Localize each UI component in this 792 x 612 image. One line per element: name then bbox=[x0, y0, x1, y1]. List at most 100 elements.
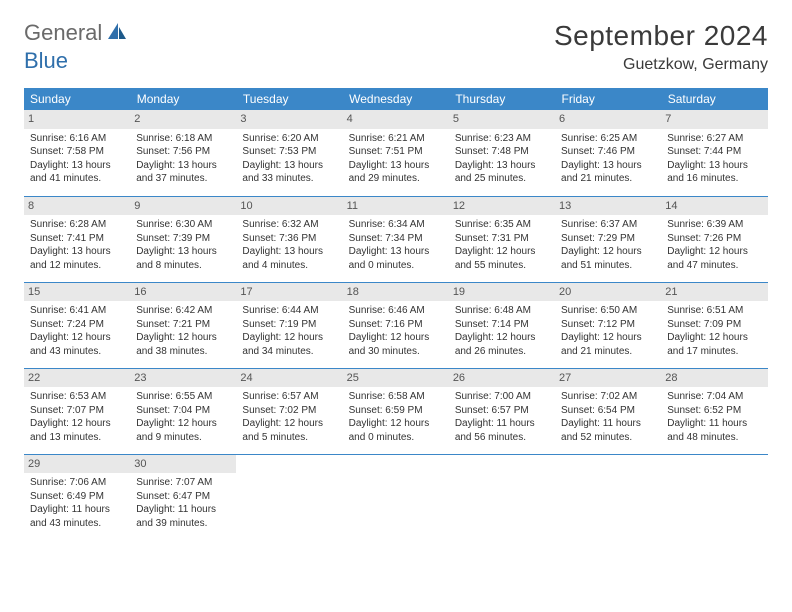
day-cell bbox=[555, 454, 661, 540]
day-number: 17 bbox=[236, 283, 342, 302]
col-thursday: Thursday bbox=[449, 88, 555, 110]
day-cell: 2Sunrise: 6:18 AMSunset: 7:56 PMDaylight… bbox=[130, 110, 236, 196]
sunset-text: Sunset: 7:48 PM bbox=[455, 145, 549, 159]
sunrise-text: Sunrise: 6:48 AM bbox=[455, 304, 549, 318]
week-row: 1Sunrise: 6:16 AMSunset: 7:58 PMDaylight… bbox=[24, 110, 768, 196]
sunset-text: Sunset: 7:36 PM bbox=[242, 232, 336, 246]
day-number: 13 bbox=[555, 197, 661, 216]
logo-sub: Blue bbox=[24, 48, 68, 74]
day-cell: 3Sunrise: 6:20 AMSunset: 7:53 PMDaylight… bbox=[236, 110, 342, 196]
sunrise-text: Sunrise: 6:57 AM bbox=[242, 390, 336, 404]
daylight-text: Daylight: 11 hours and 39 minutes. bbox=[136, 503, 230, 530]
day-cell: 7Sunrise: 6:27 AMSunset: 7:44 PMDaylight… bbox=[661, 110, 767, 196]
day-cell: 18Sunrise: 6:46 AMSunset: 7:16 PMDayligh… bbox=[343, 282, 449, 368]
day-number: 7 bbox=[661, 110, 767, 129]
sunrise-text: Sunrise: 6:35 AM bbox=[455, 218, 549, 232]
logo-sail-icon bbox=[106, 21, 128, 46]
title-block: September 2024 Guetzkow, Germany bbox=[554, 20, 768, 74]
sunset-text: Sunset: 7:26 PM bbox=[667, 232, 761, 246]
sunrise-text: Sunrise: 7:06 AM bbox=[30, 476, 124, 490]
calendar-table: Sunday Monday Tuesday Wednesday Thursday… bbox=[24, 88, 768, 540]
day-number: 12 bbox=[449, 197, 555, 216]
day-number: 28 bbox=[661, 369, 767, 388]
daylight-text: Daylight: 12 hours and 34 minutes. bbox=[242, 331, 336, 358]
day-number: 1 bbox=[24, 110, 130, 129]
daylight-text: Daylight: 12 hours and 13 minutes. bbox=[30, 417, 124, 444]
sunrise-text: Sunrise: 6:23 AM bbox=[455, 132, 549, 146]
weekday-header-row: Sunday Monday Tuesday Wednesday Thursday… bbox=[24, 88, 768, 110]
day-cell: 30Sunrise: 7:07 AMSunset: 6:47 PMDayligh… bbox=[130, 454, 236, 540]
sunset-text: Sunset: 7:58 PM bbox=[30, 145, 124, 159]
sunset-text: Sunset: 7:39 PM bbox=[136, 232, 230, 246]
daylight-text: Daylight: 13 hours and 16 minutes. bbox=[667, 159, 761, 186]
day-cell: 15Sunrise: 6:41 AMSunset: 7:24 PMDayligh… bbox=[24, 282, 130, 368]
day-cell: 16Sunrise: 6:42 AMSunset: 7:21 PMDayligh… bbox=[130, 282, 236, 368]
daylight-text: Daylight: 13 hours and 29 minutes. bbox=[349, 159, 443, 186]
day-number: 16 bbox=[130, 283, 236, 302]
daylight-text: Daylight: 12 hours and 9 minutes. bbox=[136, 417, 230, 444]
day-cell: 19Sunrise: 6:48 AMSunset: 7:14 PMDayligh… bbox=[449, 282, 555, 368]
sunrise-text: Sunrise: 6:28 AM bbox=[30, 218, 124, 232]
sunset-text: Sunset: 7:09 PM bbox=[667, 318, 761, 332]
day-cell: 11Sunrise: 6:34 AMSunset: 7:34 PMDayligh… bbox=[343, 196, 449, 282]
day-number: 27 bbox=[555, 369, 661, 388]
day-number: 26 bbox=[449, 369, 555, 388]
daylight-text: Daylight: 12 hours and 38 minutes. bbox=[136, 331, 230, 358]
day-number: 4 bbox=[343, 110, 449, 129]
daylight-text: Daylight: 13 hours and 21 minutes. bbox=[561, 159, 655, 186]
sunset-text: Sunset: 7:21 PM bbox=[136, 318, 230, 332]
day-cell bbox=[343, 454, 449, 540]
daylight-text: Daylight: 13 hours and 8 minutes. bbox=[136, 245, 230, 272]
daylight-text: Daylight: 12 hours and 43 minutes. bbox=[30, 331, 124, 358]
day-number: 11 bbox=[343, 197, 449, 216]
day-cell: 13Sunrise: 6:37 AMSunset: 7:29 PMDayligh… bbox=[555, 196, 661, 282]
sunrise-text: Sunrise: 6:21 AM bbox=[349, 132, 443, 146]
day-cell: 22Sunrise: 6:53 AMSunset: 7:07 PMDayligh… bbox=[24, 368, 130, 454]
day-number: 21 bbox=[661, 283, 767, 302]
sunset-text: Sunset: 7:04 PM bbox=[136, 404, 230, 418]
day-cell: 14Sunrise: 6:39 AMSunset: 7:26 PMDayligh… bbox=[661, 196, 767, 282]
daylight-text: Daylight: 11 hours and 48 minutes. bbox=[667, 417, 761, 444]
sunrise-text: Sunrise: 6:25 AM bbox=[561, 132, 655, 146]
sunset-text: Sunset: 7:34 PM bbox=[349, 232, 443, 246]
week-row: 29Sunrise: 7:06 AMSunset: 6:49 PMDayligh… bbox=[24, 454, 768, 540]
day-number: 15 bbox=[24, 283, 130, 302]
sunset-text: Sunset: 7:46 PM bbox=[561, 145, 655, 159]
col-tuesday: Tuesday bbox=[236, 88, 342, 110]
daylight-text: Daylight: 13 hours and 41 minutes. bbox=[30, 159, 124, 186]
month-title: September 2024 bbox=[554, 20, 768, 52]
sunrise-text: Sunrise: 6:55 AM bbox=[136, 390, 230, 404]
sunrise-text: Sunrise: 6:41 AM bbox=[30, 304, 124, 318]
sunrise-text: Sunrise: 7:00 AM bbox=[455, 390, 549, 404]
week-row: 15Sunrise: 6:41 AMSunset: 7:24 PMDayligh… bbox=[24, 282, 768, 368]
day-cell bbox=[661, 454, 767, 540]
daylight-text: Daylight: 11 hours and 43 minutes. bbox=[30, 503, 124, 530]
day-cell: 17Sunrise: 6:44 AMSunset: 7:19 PMDayligh… bbox=[236, 282, 342, 368]
sunset-text: Sunset: 7:44 PM bbox=[667, 145, 761, 159]
daylight-text: Daylight: 12 hours and 17 minutes. bbox=[667, 331, 761, 358]
sunset-text: Sunset: 7:12 PM bbox=[561, 318, 655, 332]
sunset-text: Sunset: 6:59 PM bbox=[349, 404, 443, 418]
day-number: 9 bbox=[130, 197, 236, 216]
col-saturday: Saturday bbox=[661, 88, 767, 110]
location-text: Guetzkow, Germany bbox=[554, 56, 768, 74]
sunset-text: Sunset: 7:29 PM bbox=[561, 232, 655, 246]
day-cell: 29Sunrise: 7:06 AMSunset: 6:49 PMDayligh… bbox=[24, 454, 130, 540]
sunset-text: Sunset: 7:16 PM bbox=[349, 318, 443, 332]
day-number: 20 bbox=[555, 283, 661, 302]
day-cell: 1Sunrise: 6:16 AMSunset: 7:58 PMDaylight… bbox=[24, 110, 130, 196]
sunset-text: Sunset: 7:19 PM bbox=[242, 318, 336, 332]
day-cell: 24Sunrise: 6:57 AMSunset: 7:02 PMDayligh… bbox=[236, 368, 342, 454]
daylight-text: Daylight: 13 hours and 25 minutes. bbox=[455, 159, 549, 186]
day-number: 6 bbox=[555, 110, 661, 129]
daylight-text: Daylight: 11 hours and 56 minutes. bbox=[455, 417, 549, 444]
sunrise-text: Sunrise: 6:39 AM bbox=[667, 218, 761, 232]
week-row: 8Sunrise: 6:28 AMSunset: 7:41 PMDaylight… bbox=[24, 196, 768, 282]
day-cell: 8Sunrise: 6:28 AMSunset: 7:41 PMDaylight… bbox=[24, 196, 130, 282]
day-number: 10 bbox=[236, 197, 342, 216]
sunset-text: Sunset: 7:02 PM bbox=[242, 404, 336, 418]
sunrise-text: Sunrise: 6:46 AM bbox=[349, 304, 443, 318]
day-number: 23 bbox=[130, 369, 236, 388]
day-number: 5 bbox=[449, 110, 555, 129]
day-cell: 26Sunrise: 7:00 AMSunset: 6:57 PMDayligh… bbox=[449, 368, 555, 454]
